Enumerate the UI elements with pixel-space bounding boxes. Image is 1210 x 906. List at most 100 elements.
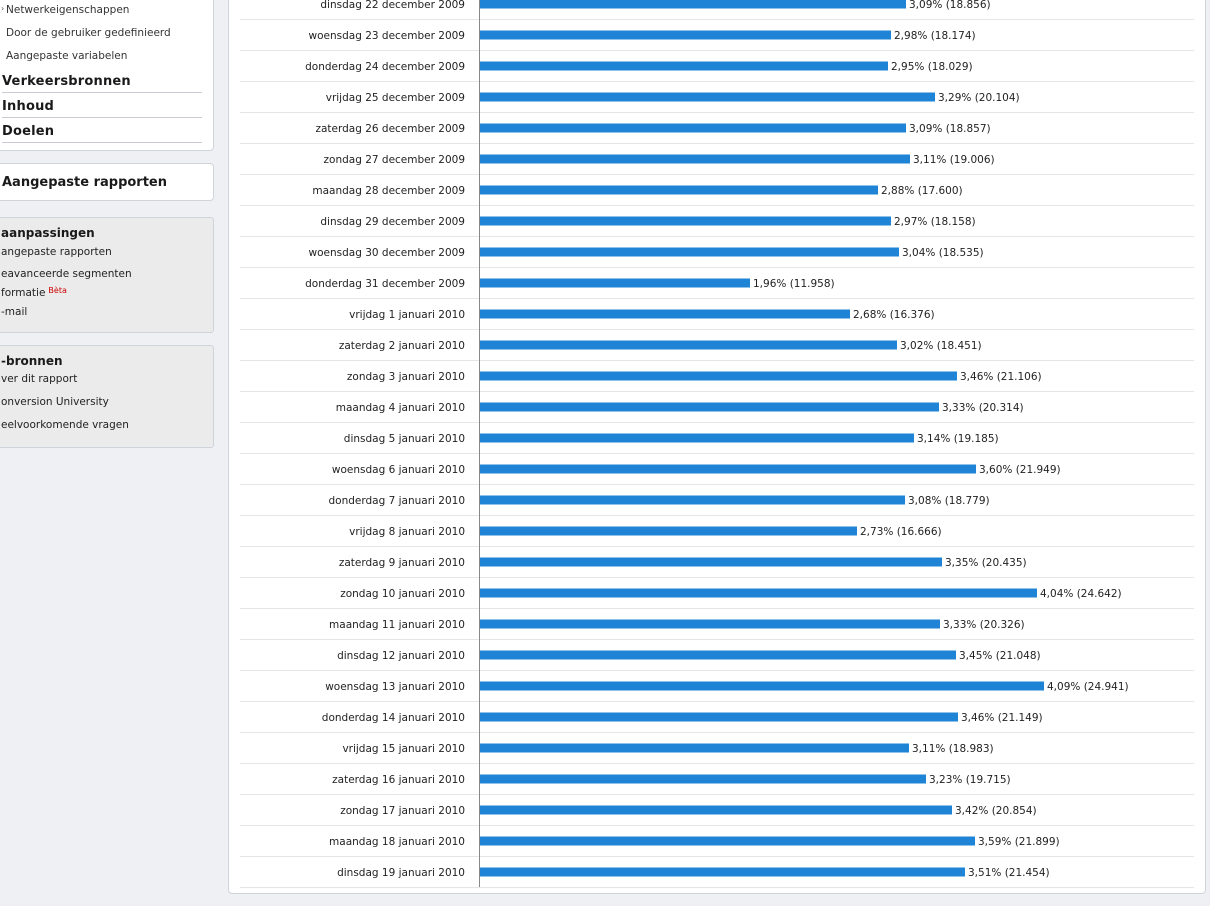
bar-value-label: 3,11% (18.983) [912, 743, 994, 755]
row-date-label: zaterdag 9 januari 2010 [339, 557, 465, 569]
bar[interactable] [480, 185, 878, 195]
bar[interactable] [480, 278, 750, 288]
bar[interactable] [480, 402, 939, 412]
bar-value-label: 1,96% (11.958) [753, 278, 835, 290]
sidebar-link-netwerkeigenschappen[interactable]: › Netwerkeigenschappen [1, 4, 130, 16]
bar-value-label: 2,97% (18.158) [894, 216, 976, 228]
row-date-label: dinsdag 22 december 2009 [320, 0, 465, 11]
row-date-label: vrijdag 25 december 2009 [326, 92, 465, 104]
sidebar-section-inhoud[interactable]: Inhoud [2, 99, 202, 118]
bar-value-label: 3,60% (21.949) [979, 464, 1061, 476]
bar[interactable] [480, 154, 910, 164]
aanpassingen-heading: aanpassingen [1, 226, 95, 240]
bar-value-label: 4,09% (24.941) [1047, 681, 1129, 693]
row-date-label: zaterdag 16 januari 2010 [332, 774, 465, 786]
row-date-label: donderdag 14 januari 2010 [322, 712, 465, 724]
bar-value-label: 3,02% (18.451) [900, 340, 982, 352]
sidebar-section-doelen[interactable]: Doelen [2, 124, 202, 143]
aanpassingen-link-rapporten[interactable]: angepaste rapporten [1, 246, 112, 258]
bar[interactable] [480, 247, 899, 257]
bar-value-label: 2,73% (16.666) [860, 526, 942, 538]
bar-value-label: 3,42% (20.854) [955, 805, 1037, 817]
bar[interactable] [480, 495, 905, 505]
bar-value-label: 3,33% (20.314) [942, 402, 1024, 414]
bar[interactable] [480, 867, 965, 877]
bar-value-label: 3,46% (21.106) [960, 371, 1042, 383]
row-date-label: woensdag 23 december 2009 [309, 30, 466, 42]
row-date-label: zondag 3 januari 2010 [347, 371, 465, 383]
row-date-label: maandag 18 januari 2010 [329, 836, 465, 848]
bar-value-label: 2,95% (18.029) [891, 61, 973, 73]
bar[interactable] [480, 588, 1037, 598]
row-date-label: maandag 28 december 2009 [312, 185, 465, 197]
informatie-label: formatie [1, 287, 46, 299]
bar-value-label: 3,08% (18.779) [908, 495, 990, 507]
row-date-label: vrijdag 15 januari 2010 [342, 743, 465, 755]
bar[interactable] [480, 743, 909, 753]
bar-value-label: 2,98% (18.174) [894, 30, 976, 42]
bar-value-label: 3,09% (18.857) [909, 123, 991, 135]
row-date-label: dinsdag 5 januari 2010 [344, 433, 465, 445]
bar[interactable] [480, 526, 857, 536]
custom-reports-panel: Aangepaste rapporten [0, 163, 214, 201]
row-date-label: donderdag 31 december 2009 [305, 278, 465, 290]
daily-visits-bar-chart: dinsdag 22 december 2009 3,09% (18.856) wo… [240, 0, 1194, 888]
aanpassingen-panel: aanpassingen angepaste rapporten eavance… [0, 217, 214, 333]
hulpbronnen-link-university[interactable]: onversion University [1, 396, 109, 408]
bar-value-label: 3,23% (19.715) [929, 774, 1011, 786]
bar[interactable] [480, 92, 935, 102]
aanpassingen-link-informatie[interactable]: formatie Bèta [1, 286, 67, 299]
row-date-label: donderdag 24 december 2009 [305, 61, 465, 73]
aanpassingen-link-email[interactable]: -mail [1, 306, 28, 318]
bar[interactable] [480, 557, 942, 567]
row-date-label: zondag 17 januari 2010 [340, 805, 465, 817]
bar[interactable] [480, 712, 958, 722]
row-date-label: maandag 11 januari 2010 [329, 619, 465, 631]
bar[interactable] [480, 681, 1044, 691]
bar[interactable] [480, 309, 850, 319]
bar[interactable] [480, 650, 956, 660]
report-panel: dinsdag 22 december 2009 3,09% (18.856) wo… [228, 0, 1206, 894]
bar-value-label: 3,35% (20.435) [945, 557, 1027, 569]
bar[interactable] [480, 216, 891, 226]
bar[interactable] [480, 805, 952, 815]
hulpbronnen-panel: -bronnen ver dit rapport onversion Unive… [0, 345, 214, 448]
aanpassingen-link-segmenten[interactable]: eavanceerde segmenten [1, 268, 132, 280]
row-date-label: zaterdag 2 januari 2010 [339, 340, 465, 352]
row-date-label: vrijdag 8 januari 2010 [349, 526, 465, 538]
sidebar-link-aangepaste-variabelen[interactable]: Aangepaste variabelen [6, 50, 128, 62]
bar[interactable] [480, 774, 926, 784]
bar-value-label: 3,59% (21.899) [978, 836, 1060, 848]
sidebar-section-verkeersbronnen[interactable]: Verkeersbronnen [2, 74, 202, 93]
row-date-label: woensdag 6 januari 2010 [332, 464, 465, 476]
bar[interactable] [480, 61, 888, 71]
row-date-label: woensdag 30 december 2009 [309, 247, 466, 259]
row-date-label: donderdag 7 januari 2010 [328, 495, 465, 507]
row-date-label: woensdag 13 januari 2010 [325, 681, 465, 693]
bar-value-label: 3,29% (20.104) [938, 92, 1020, 104]
row-date-label: zaterdag 26 december 2009 [315, 123, 465, 135]
bar-value-label: 3,33% (20.326) [943, 619, 1025, 631]
report-nav-panel: › Netwerkeigenschappen Door de gebruiker… [0, 0, 214, 151]
bar[interactable] [480, 836, 975, 846]
sidebar-link-door-gebruiker[interactable]: Door de gebruiker gedefinieerd [6, 27, 171, 39]
bar[interactable] [480, 464, 976, 474]
bar[interactable] [480, 619, 940, 629]
bar[interactable] [480, 371, 957, 381]
hulpbronnen-link-rapport[interactable]: ver dit rapport [1, 373, 78, 385]
bullet-icon: › [1, 4, 5, 13]
bar[interactable] [480, 340, 897, 350]
bar-value-label: 3,46% (21.149) [961, 712, 1043, 724]
custom-reports-link[interactable]: Aangepaste rapporten [2, 175, 168, 190]
sidebar-link-label: Netwerkeigenschappen [6, 4, 130, 16]
bar-value-label: 2,88% (17.600) [881, 185, 963, 197]
bar[interactable] [480, 433, 914, 443]
hulpbronnen-link-faq[interactable]: eelvoorkomende vragen [1, 419, 129, 431]
bar-value-label: 4,04% (24.642) [1040, 588, 1122, 600]
bar[interactable] [480, 0, 906, 9]
bar-value-label: 3,11% (19.006) [913, 154, 995, 166]
bar[interactable] [480, 30, 891, 40]
bar[interactable] [480, 123, 906, 133]
beta-badge: Bèta [48, 286, 67, 295]
hulpbronnen-heading: -bronnen [1, 354, 63, 368]
